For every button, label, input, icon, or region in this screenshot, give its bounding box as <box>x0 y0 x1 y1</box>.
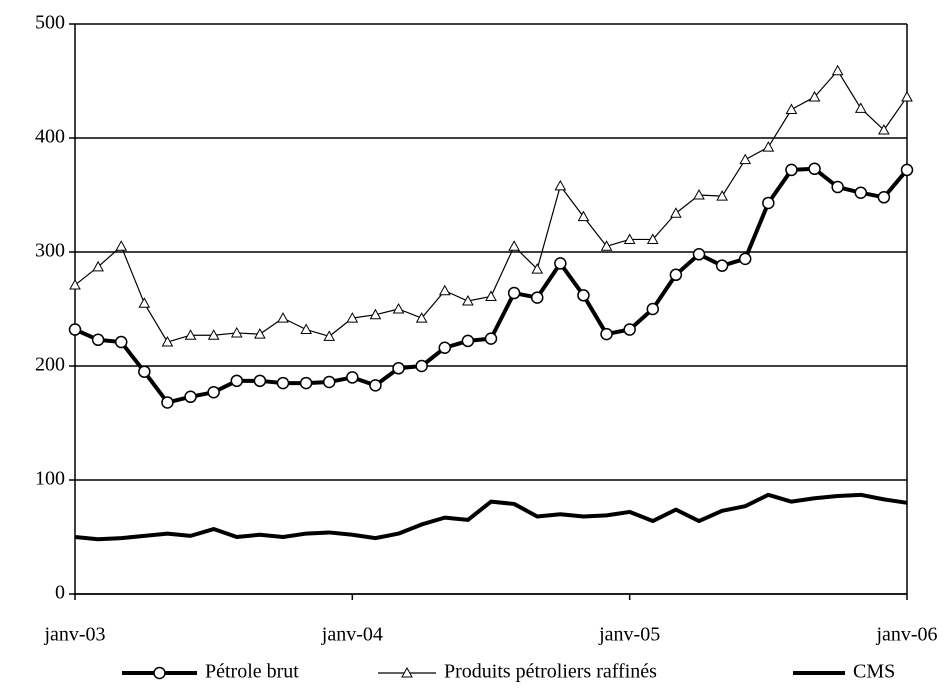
point <box>461 334 475 348</box>
point <box>669 268 683 282</box>
legend-marker <box>153 666 166 680</box>
point <box>877 191 891 204</box>
point <box>300 323 312 335</box>
point <box>91 333 105 347</box>
point <box>322 375 336 389</box>
point <box>692 248 706 261</box>
point <box>854 186 868 199</box>
point <box>115 240 128 251</box>
point <box>392 302 405 314</box>
point <box>346 312 359 323</box>
y-tick-label: 400 <box>35 126 65 148</box>
point <box>785 163 798 177</box>
point <box>253 374 267 388</box>
point <box>277 312 289 323</box>
point <box>785 103 798 114</box>
point <box>415 359 428 373</box>
point <box>577 210 590 222</box>
point <box>900 163 914 177</box>
series-line <box>74 492 908 542</box>
point <box>299 376 313 390</box>
point <box>831 64 844 76</box>
point <box>670 207 682 218</box>
point <box>646 233 659 244</box>
point <box>369 308 382 320</box>
point <box>901 90 913 102</box>
point <box>485 290 497 301</box>
legend-label: Pétrole brut <box>205 661 299 683</box>
point <box>346 371 359 384</box>
point <box>161 336 174 347</box>
point <box>276 376 290 390</box>
point <box>184 329 197 340</box>
point <box>484 332 498 345</box>
point <box>600 240 613 251</box>
point <box>577 289 590 302</box>
x-tick-label: janv-03 <box>43 624 105 646</box>
point <box>207 385 220 399</box>
point <box>716 190 728 201</box>
point <box>92 260 104 272</box>
point <box>138 297 151 308</box>
point <box>808 162 821 176</box>
point <box>508 240 520 251</box>
point <box>68 323 82 336</box>
point <box>646 302 660 316</box>
legend-label: CMS <box>853 661 895 683</box>
point <box>323 330 336 341</box>
legend-item: Pétrole brut <box>122 661 299 683</box>
point <box>530 291 544 304</box>
point <box>438 341 452 355</box>
y-tick-label: 0 <box>55 582 65 604</box>
point <box>230 374 244 388</box>
series-line <box>74 70 908 343</box>
point <box>600 327 613 341</box>
point <box>808 90 821 102</box>
point <box>69 279 81 290</box>
legend-item: Produits pétroliers raffinés <box>378 661 657 683</box>
point <box>831 180 844 194</box>
y-tick-label: 500 <box>35 12 65 34</box>
point <box>693 188 705 200</box>
point <box>462 294 474 306</box>
point <box>739 153 752 165</box>
y-tick-label: 200 <box>35 354 65 376</box>
point <box>438 284 451 296</box>
point <box>762 196 775 210</box>
point <box>715 259 729 272</box>
point <box>554 257 567 270</box>
point <box>230 326 243 338</box>
legend-marker <box>401 666 413 678</box>
point <box>531 263 544 274</box>
point <box>114 335 128 349</box>
point <box>369 379 382 392</box>
point <box>738 252 752 266</box>
point <box>623 233 636 244</box>
legend-item: CMS <box>793 661 895 683</box>
point <box>161 396 174 409</box>
point <box>762 141 775 152</box>
x-tick-label: janv-04 <box>321 624 383 646</box>
x-tick-label: janv-06 <box>875 624 937 646</box>
point <box>623 323 636 336</box>
y-tick-label: 300 <box>35 240 65 262</box>
series-line <box>74 166 909 405</box>
y-tick-label: 100 <box>35 468 65 490</box>
point <box>207 329 220 340</box>
point <box>392 362 405 375</box>
point <box>138 365 151 378</box>
legend-label: Produits pétroliers raffinés <box>444 661 657 683</box>
point <box>507 286 521 300</box>
point <box>878 123 890 135</box>
point <box>415 312 428 323</box>
point <box>184 390 197 404</box>
point <box>854 102 867 113</box>
x-tick-label: janv-05 <box>598 624 660 646</box>
point <box>554 179 567 191</box>
point <box>254 328 266 339</box>
